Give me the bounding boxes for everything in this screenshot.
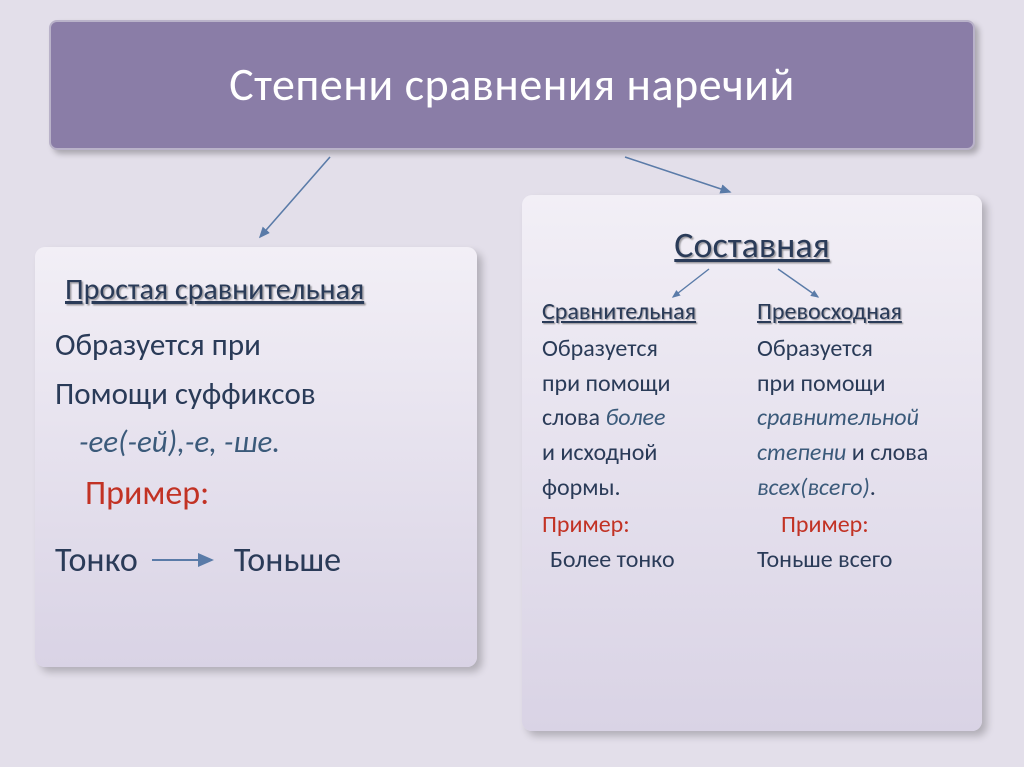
left-panel-title: Простая сравнительная [55,271,457,308]
col2-l3: сравнительной [757,401,962,436]
col1-l4: и исходной [542,436,747,471]
col-superlative: Превосходная Образуется при помощи сравн… [757,295,962,577]
col1-l2: при помощи [542,367,747,402]
left-example: Тонко Тоньше [55,535,457,586]
col2-l1: Образуется [757,332,962,367]
col2-l4: степени и слова [757,436,962,471]
col1-ex: Более тонко [542,543,747,578]
left-panel-body: Образуется при Помощи суффиксов -ее(-ей)… [55,322,457,586]
left-suffixes: -ее(-ей),-е, -ше. [55,419,457,466]
col1-ex-label: Пример: [542,508,747,543]
header-box: Степени сравнения наречий [49,20,975,150]
header-title: Степени сравнения наречий [229,57,795,113]
left-example-label: Пример: [55,468,457,519]
columns: Сравнительная Образуется при помощи слов… [542,295,962,577]
panel-compound: Составная Сравнительная Образуется при п… [522,195,982,731]
arrow-right-icon [150,550,222,570]
col1-l1: Образуется [542,332,747,367]
right-panel-title: Составная [542,223,962,267]
col2-title: Превосходная [757,295,962,330]
col2-l5: всех(всего). [757,471,962,506]
col2-ex-label: Пример: [757,508,962,543]
col-comparative: Сравнительная Образуется при помощи слов… [542,295,747,577]
col2-ex: Тоньше всего [757,543,962,578]
col1-title: Сравнительная [542,295,747,330]
arrow-left [250,152,340,247]
example-from: Тонко [55,535,138,586]
panel-simple-comparative: Простая сравнительная Образуется при Пом… [35,247,477,667]
example-to: Тоньше [234,535,341,586]
left-line1: Образуется при [55,322,457,369]
col1-l3: слова более [542,401,747,436]
col2-l2: при помощи [757,367,962,402]
col1-l5: формы. [542,471,747,506]
left-line2: Помощи суффиксов [55,371,457,418]
